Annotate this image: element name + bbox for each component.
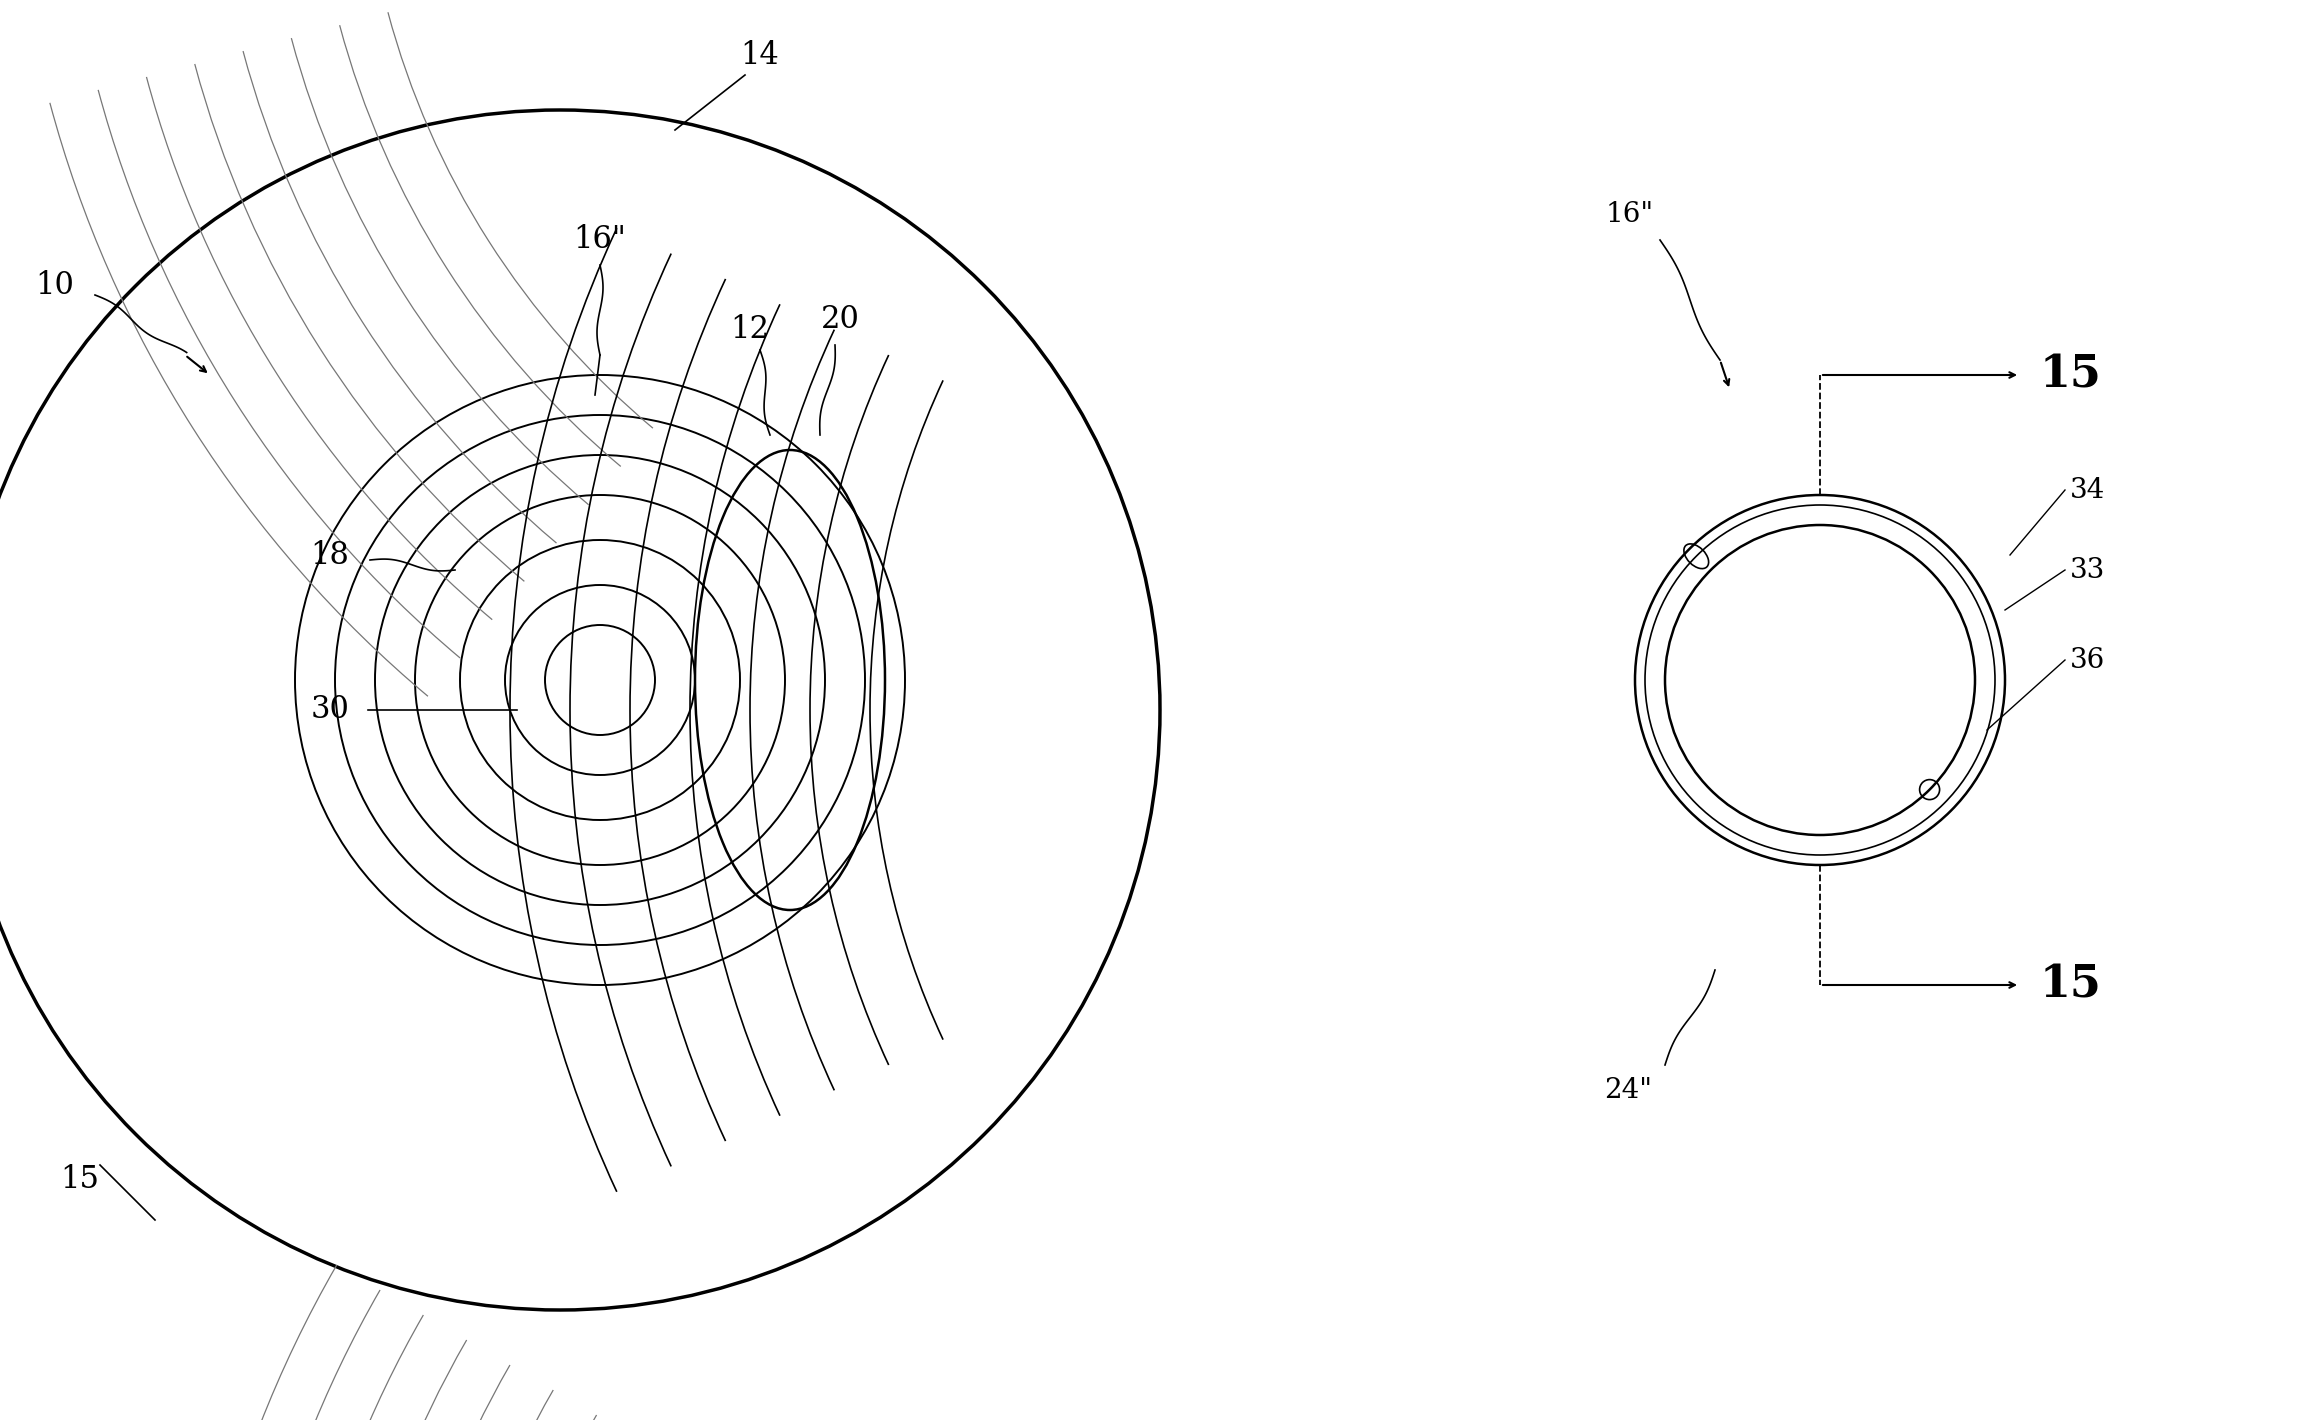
Text: 20: 20	[821, 304, 861, 335]
Text: 15: 15	[60, 1164, 99, 1196]
Text: 15: 15	[2041, 354, 2101, 396]
Text: 10: 10	[35, 270, 74, 301]
Text: 30: 30	[311, 694, 350, 726]
Text: 34: 34	[2071, 477, 2105, 504]
Text: 16": 16"	[573, 224, 626, 256]
Text: 18: 18	[311, 540, 350, 571]
Text: 36: 36	[2071, 646, 2105, 673]
Text: 15: 15	[2041, 964, 2101, 1007]
Text: 16": 16"	[1606, 202, 1654, 229]
Text: 14: 14	[741, 40, 780, 71]
Text: 12: 12	[729, 314, 769, 345]
Text: 24": 24"	[1604, 1076, 1652, 1103]
Text: 33: 33	[2071, 557, 2105, 584]
